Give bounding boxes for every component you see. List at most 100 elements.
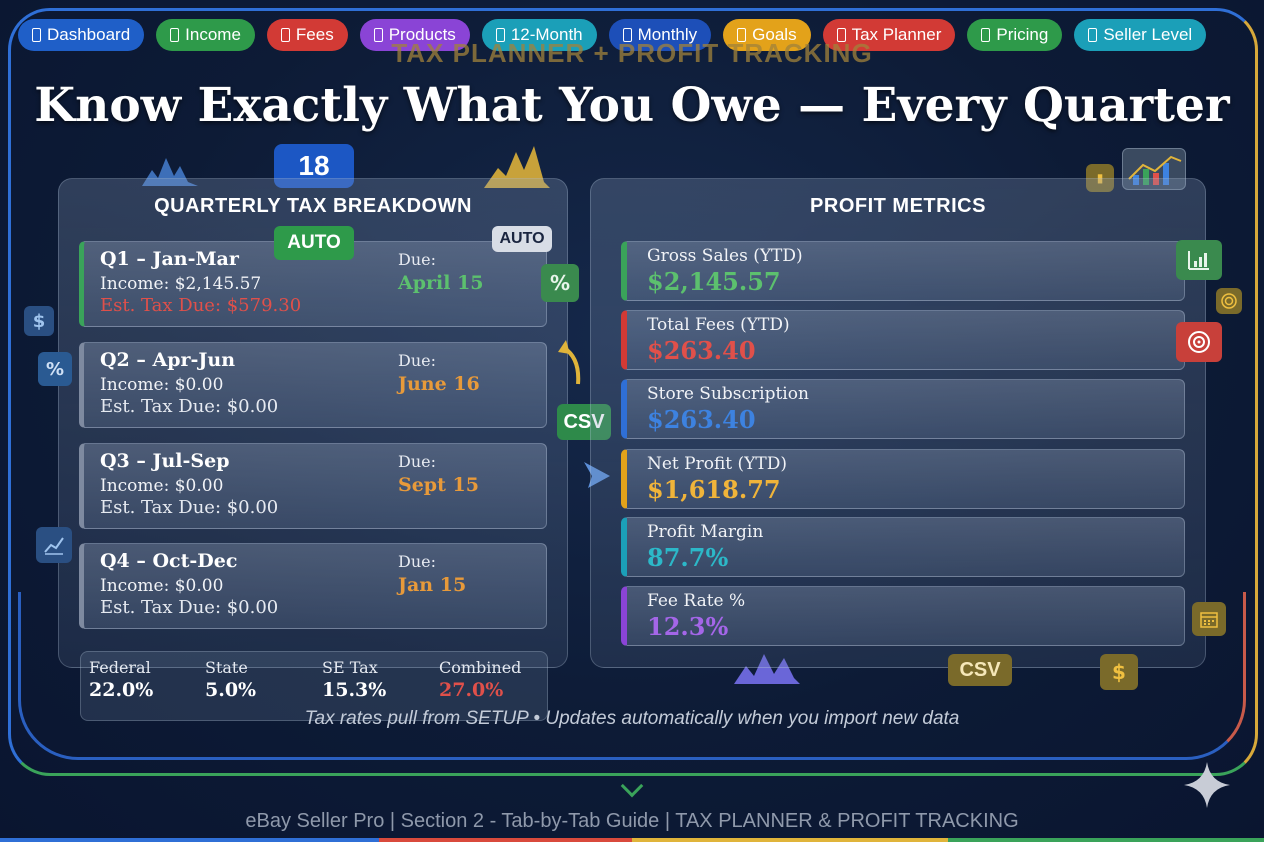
quarter-due-date: Jan 15 — [398, 574, 467, 596]
tab-tax-planner[interactable]: Tax Planner — [822, 19, 956, 51]
metric-card: Store Subscription $263.40 — [621, 379, 1185, 439]
tab-monthly[interactable]: Monthly — [608, 19, 712, 51]
tab-label: Goals — [752, 25, 797, 44]
metric-card: Net Profit (YTD) $1,618.77 — [621, 449, 1185, 509]
metric-card: Profit Margin 87.7% — [621, 517, 1185, 577]
metric-value: $1,618.77 — [647, 475, 781, 504]
profit-metrics-panel: PROFIT METRICS Gross Sales (YTD) $2,145.5… — [590, 178, 1206, 668]
tax-rate-value: 5.0% — [205, 679, 257, 701]
csv-badge: CSV — [948, 654, 1012, 686]
tax-rate: SE Tax 15.3% — [322, 658, 386, 701]
percent-icon: % — [541, 264, 579, 302]
tab-label: Dashboard — [47, 25, 131, 44]
quarter-est-tax: Est. Tax Due: $0.00 — [100, 396, 279, 417]
metric-label: Store Subscription — [647, 384, 809, 404]
metric-value: $263.40 — [647, 405, 756, 434]
metric-card: Total Fees (YTD) $263.40 — [621, 310, 1185, 370]
tab-label: Tax Planner — [851, 25, 942, 44]
tab-icon — [1088, 28, 1098, 42]
mountain-chart-icon — [734, 654, 800, 684]
sparkle-icon — [1184, 762, 1230, 808]
tab-seller-level[interactable]: Seller Level — [1074, 19, 1207, 51]
quarter-due-date: Sept 15 — [398, 474, 479, 496]
bottom-color-rule — [0, 838, 1264, 842]
quarter-est-tax: Est. Tax Due: $579.30 — [100, 295, 302, 316]
trend-chart-icon — [1122, 148, 1186, 190]
tax-rate-label: SE Tax — [322, 658, 378, 677]
quarterly-panel-title: QUARTERLY TAX BREAKDOWN — [154, 195, 472, 217]
profit-panel-title: PROFIT METRICS — [810, 195, 986, 217]
quarter-card: Q2 – Apr-Jun Income: $0.00 Est. Tax Due: $… — [79, 342, 547, 428]
page-subtitle: TAX PLANNER + PROFIT TRACKING — [391, 38, 873, 68]
tab-icon — [280, 28, 290, 42]
tab-12-month[interactable]: 12-Month — [481, 19, 597, 51]
tax-rate-label: State — [205, 658, 248, 677]
quarter-income: Income: $0.00 — [100, 576, 224, 596]
quarter-due-label: Due: — [398, 250, 436, 269]
percent-icon: % — [38, 352, 72, 386]
quarter-income: Income: $0.00 — [100, 375, 224, 395]
tax-rate: State 5.0% — [205, 658, 256, 701]
target-icon — [1176, 322, 1222, 362]
tab-label: Monthly — [637, 25, 698, 44]
metric-label: Gross Sales (YTD) — [647, 246, 803, 266]
tax-rates-summary: Federal 22.0% State 5.0% SE Tax 15.3% Combined… — [80, 651, 548, 721]
quarter-card: Q4 – Oct-Dec Income: $0.00 Est. Tax Due: $… — [79, 543, 547, 629]
tab-label: Products — [388, 25, 456, 44]
tab-label: Income — [185, 25, 241, 44]
tab-icon — [622, 28, 632, 42]
quarter-name: Q4 – Oct-Dec — [100, 550, 238, 572]
tax-rate-label: Combined — [439, 658, 522, 677]
inner-frame — [18, 592, 1246, 760]
metric-value: $2,145.57 — [647, 267, 781, 296]
outer-frame — [8, 8, 1258, 776]
metric-value: $263.40 — [647, 336, 756, 365]
quarter-name: Q3 – Jul-Sep — [100, 450, 230, 472]
metric-value: 12.3% — [647, 612, 729, 641]
tab-fees[interactable]: Fees — [266, 19, 348, 51]
bar-chart-icon: ▮ — [1086, 164, 1114, 192]
tab-label: Pricing — [996, 25, 1049, 44]
quarter-card: Q3 – Jul-Sep Income: $0.00 Est. Tax Due: $… — [79, 443, 547, 529]
frame-connector — [620, 774, 644, 798]
mountain-chart-icon — [142, 158, 198, 186]
tab-icon — [836, 28, 846, 42]
quarter-income: Income: $0.00 — [100, 476, 224, 496]
tab-products[interactable]: Products — [359, 19, 470, 51]
tab-label: 12-Month — [510, 25, 583, 44]
tab-pricing[interactable]: Pricing — [967, 19, 1063, 51]
tax-rate-value: 15.3% — [322, 679, 387, 701]
tax-rate-value: 22.0% — [89, 679, 154, 701]
tax-rate: Federal 22.0% — [89, 658, 153, 701]
csv-badge: CSV — [557, 404, 611, 440]
dollar-icon: $ — [1100, 654, 1138, 690]
footnote: Tax rates pull from SETUP • Updates auto… — [304, 708, 960, 729]
dollar-icon: $ — [24, 306, 54, 336]
metric-card: Fee Rate % 12.3% — [621, 586, 1185, 646]
curved-arrow-icon — [558, 340, 581, 385]
tab-dashboard[interactable]: Dashboard — [18, 19, 145, 51]
metric-card: Gross Sales (YTD) $2,145.57 — [621, 241, 1185, 301]
tab-icon — [170, 28, 180, 42]
auto-badge-small: AUTO — [492, 226, 552, 252]
metric-label: Total Fees (YTD) — [647, 315, 790, 335]
quarter-est-tax: Est. Tax Due: $0.00 — [100, 597, 279, 618]
tab-label: Seller Level — [1103, 25, 1193, 44]
page-caption: eBay Seller Pro | Section 2 - Tab-by-Tab… — [245, 810, 1019, 832]
tab-goals[interactable]: Goals — [723, 19, 811, 51]
quarter-due-label: Due: — [398, 452, 436, 471]
quarter-name: Q2 – Apr-Jun — [100, 349, 236, 371]
quarter-name: Q1 – Jan-Mar — [100, 248, 239, 270]
tab-icon — [373, 28, 383, 42]
tax-rate-label: Federal — [89, 658, 151, 677]
metric-label: Net Profit (YTD) — [647, 454, 788, 474]
metric-label: Fee Rate % — [647, 591, 746, 611]
count-badge: 18 — [274, 144, 354, 188]
tab-label: Fees — [295, 25, 334, 44]
metric-value: 87.7% — [647, 543, 729, 572]
trend-icon — [36, 527, 72, 563]
tab-income[interactable]: Income — [156, 19, 255, 51]
auto-badge: AUTO — [274, 226, 354, 260]
calendar-icon — [1192, 602, 1226, 636]
quarter-income: Income: $2,145.57 — [100, 274, 262, 294]
